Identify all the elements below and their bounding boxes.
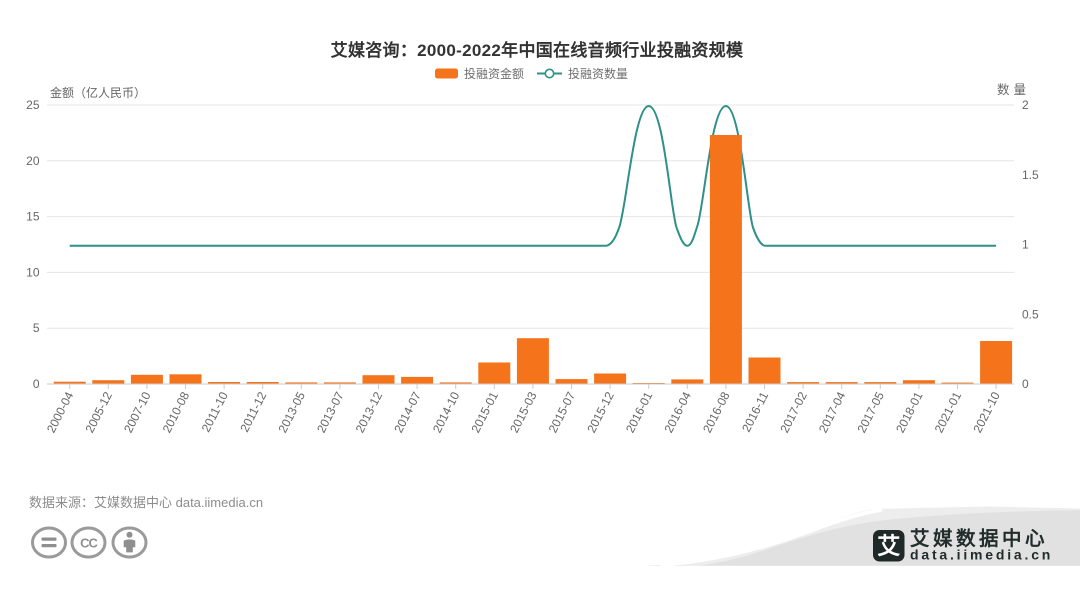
svg-text:艾: 艾 bbox=[877, 533, 900, 559]
svg-text:15: 15 bbox=[26, 210, 40, 224]
svg-text:数量: 数量 bbox=[997, 82, 1030, 97]
svg-text:2: 2 bbox=[1022, 98, 1029, 112]
svg-text:0.5: 0.5 bbox=[1022, 307, 1039, 321]
svg-text:5: 5 bbox=[33, 321, 40, 335]
svg-text:艾媒数据中心: 艾媒数据中心 bbox=[910, 527, 1048, 550]
svg-text:0: 0 bbox=[33, 377, 40, 391]
svg-text:投融资数量: 投融资数量 bbox=[568, 66, 628, 81]
svg-text:金额（亿人民币）: 金额（亿人民币） bbox=[50, 85, 146, 100]
svg-text:data.iimedia.cn: data.iimedia.cn bbox=[910, 547, 1053, 563]
svg-text:艾媒咨询：2000-2022年中国在线音频行业投融资规模: 艾媒咨询：2000-2022年中国在线音频行业投融资规模 bbox=[331, 40, 744, 60]
svg-text:10: 10 bbox=[26, 265, 40, 279]
svg-text:20: 20 bbox=[26, 154, 40, 168]
svg-text:1: 1 bbox=[1022, 238, 1029, 252]
svg-text:投融资金额: 投融资金额 bbox=[464, 66, 524, 81]
svg-text:CC: CC bbox=[80, 536, 98, 551]
svg-text:25: 25 bbox=[26, 98, 40, 112]
svg-text:数据来源：艾媒数据中心 data.iimedia.cn: 数据来源：艾媒数据中心 data.iimedia.cn bbox=[29, 495, 263, 510]
svg-text:0: 0 bbox=[1022, 377, 1029, 391]
svg-text:1.5: 1.5 bbox=[1022, 168, 1039, 182]
